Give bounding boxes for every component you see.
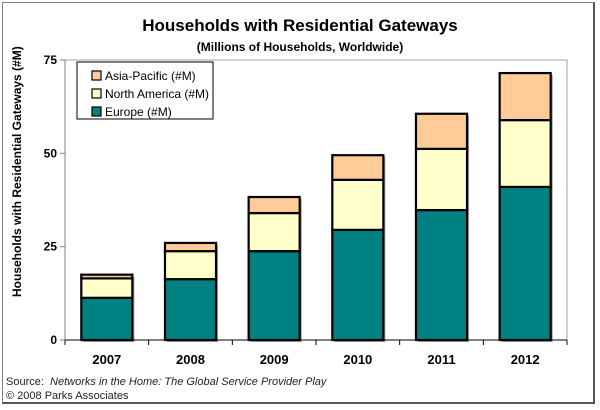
source-title: Networks in the Home: The Global Service… — [50, 376, 327, 388]
legend-swatch — [91, 70, 102, 81]
bar-group-2012 — [498, 71, 553, 342]
bar-group-2007 — [80, 273, 135, 342]
legend-swatch — [91, 106, 102, 117]
bar-north-america-2008 — [163, 250, 218, 281]
bar-asia-pacific-2008 — [163, 241, 218, 253]
chart-frame — [2, 2, 595, 404]
legend-item: Asia-Pacific (#M) — [91, 69, 196, 83]
legend-item: Europe (#M) — [91, 105, 172, 119]
y-tick-label: 25 — [44, 240, 58, 254]
bar-group-2010 — [331, 154, 386, 342]
legend-label: Europe (#M) — [105, 105, 172, 119]
legend-item: North America (#M) — [91, 87, 209, 101]
legend-label: Asia-Pacific (#M) — [105, 69, 196, 83]
bar-group-2011 — [414, 112, 470, 342]
bar-asia-pacific-2011 — [414, 112, 469, 150]
x-tick-label: 2008 — [176, 352, 205, 367]
bar-europe-2009 — [247, 250, 301, 342]
y-tick-label: 75 — [44, 53, 58, 67]
legend-swatch — [91, 88, 102, 99]
y-tick-label: 50 — [44, 146, 58, 160]
x-tick-label: 2007 — [92, 352, 121, 367]
bar-europe-2007 — [80, 296, 134, 342]
bar-asia-pacific-2012 — [498, 71, 552, 122]
bar-asia-pacific-2009 — [247, 195, 301, 215]
bar-north-america-2010 — [331, 178, 385, 231]
source-note: Source: Networks in the Home: The Global… — [6, 376, 326, 388]
bar-north-america-2007 — [80, 277, 134, 299]
copyright: © 2008 Parks Associates — [6, 390, 129, 402]
bar-europe-2010 — [331, 228, 385, 342]
y-tick-label: 0 — [50, 333, 57, 347]
bar-europe-2012 — [498, 185, 552, 342]
bar-north-america-2009 — [247, 211, 301, 253]
chart-title: Households with Residential Gateways — [142, 16, 458, 35]
x-tick-label: 2010 — [343, 352, 372, 367]
x-tick-label: 2011 — [427, 352, 455, 367]
x-tick-label: 2012 — [511, 352, 540, 367]
bar-asia-pacific-2007 — [80, 273, 134, 280]
bar-north-america-2011 — [414, 147, 469, 212]
bar-group-2009 — [247, 195, 302, 342]
legend: Asia-Pacific (#M) North America (#M) Europ… — [76, 61, 214, 120]
bar-europe-2008 — [163, 278, 218, 342]
x-tick-label: 2009 — [260, 352, 289, 367]
source-prefix: Source: — [6, 376, 44, 388]
bar-group-2008 — [163, 241, 219, 342]
legend-label: North America (#M) — [105, 87, 209, 101]
bar-europe-2011 — [414, 208, 469, 342]
bar-asia-pacific-2010 — [331, 154, 385, 181]
chart-subtitle: (Millions of Households, Worldwide) — [196, 40, 404, 54]
bar-north-america-2012 — [498, 119, 552, 189]
